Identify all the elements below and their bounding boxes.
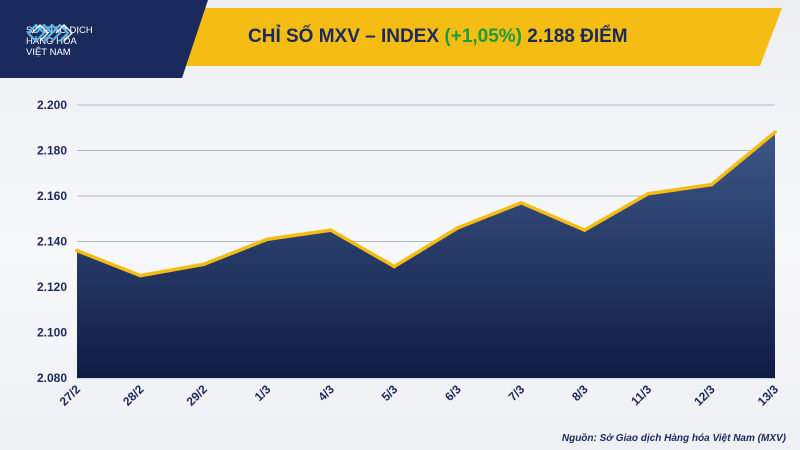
data-point (202, 262, 206, 267)
y-tick-label: 2.120 (37, 280, 67, 294)
logo-line: VIỆT NAM (26, 46, 71, 58)
data-point (519, 201, 523, 205)
y-tick-label: 2.080 (37, 371, 67, 385)
y-tick-label: 2.160 (37, 189, 67, 203)
x-tick-label: 11/3 (628, 382, 654, 408)
logo-line: HÀNG HÓA (26, 35, 77, 47)
data-point (773, 130, 777, 135)
data-point (455, 226, 460, 230)
data-point (709, 182, 714, 187)
y-tick-label: 2.200 (37, 98, 67, 112)
area-chart: 2.080 2.100 2.120 2.140 2.160 2.180 2.200 27/2… (37, 98, 782, 409)
source-note: Nguồn: Sở Giao dịch Hàng hóa Việt Nam (M… (561, 433, 786, 444)
x-tick-label: 5/3 (379, 382, 401, 404)
x-tick-label: 8/3 (569, 382, 591, 404)
data-point (392, 264, 397, 269)
title-main: CHỈ SỐ MXV – INDEX (248, 26, 440, 47)
data-point (138, 273, 143, 278)
y-tick-label: 2.100 (37, 326, 67, 340)
x-tick-label: 13/3 (755, 382, 782, 409)
banner-shape (0, 0, 782, 78)
area-fill (77, 132, 775, 378)
x-tick-label: 6/3 (442, 382, 464, 404)
chart-title: CHỈ SỐ MXV – INDEX (+1,05%) 2.188 ĐIỂM (248, 26, 628, 56)
x-tick-label: 29/2 (184, 382, 211, 409)
data-point (265, 237, 270, 242)
title-value: 2.188 ĐIỂM (527, 26, 628, 47)
data-point (582, 228, 587, 232)
x-tick-label: 28/2 (120, 382, 147, 409)
data-point (329, 228, 333, 232)
x-tick-label: 4/3 (315, 382, 337, 404)
x-tick-label: 12/3 (691, 382, 718, 409)
data-point (75, 248, 79, 253)
series-line (75, 130, 777, 278)
header-banner: SỞ GIAO DỊCH HÀNG HÓA VIỆT NAM CHỈ SỐ MX… (0, 0, 800, 78)
x-tick-label: 1/3 (252, 382, 274, 404)
y-tick-label: 2.180 (37, 144, 67, 158)
x-tick-label: 27/2 (57, 382, 84, 409)
mxv-logo: SỞ GIAO DỊCH HÀNG HÓA VIỆT NAM (26, 18, 176, 64)
y-tick-label: 2.140 (37, 235, 67, 249)
title-change: (+1,05%) (444, 26, 523, 47)
mxv-logo-icon (27, 23, 73, 43)
x-tick-label: 7/3 (506, 382, 528, 404)
data-point (646, 191, 650, 196)
